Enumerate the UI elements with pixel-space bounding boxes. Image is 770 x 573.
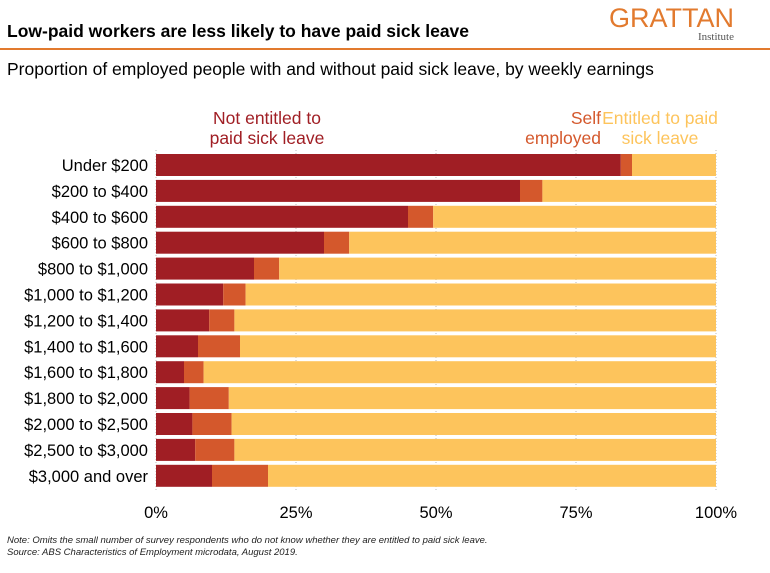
chart-notes: Note: Omits the small number of survey r… <box>7 535 488 558</box>
bar-segment <box>228 387 717 410</box>
x-tick-label: 75% <box>559 504 592 522</box>
x-tick-label: 25% <box>279 504 312 522</box>
bar-segment <box>279 257 716 280</box>
bar-segment <box>520 179 543 202</box>
x-tick-label: 100% <box>695 504 738 522</box>
category-label: $2,500 to $3,000 <box>24 442 148 460</box>
bar-segment <box>231 413 716 435</box>
bar-segment <box>620 154 632 176</box>
bar-segment <box>156 231 324 254</box>
bar-segment <box>212 464 268 487</box>
note-text: Note: Omits the small number of survey r… <box>7 535 488 546</box>
logo-name: GRATTAN <box>609 3 734 33</box>
bar-segment <box>433 205 716 228</box>
bar-segment <box>240 335 716 358</box>
category-label: $600 to $800 <box>52 235 148 253</box>
x-tick-label: 0% <box>144 504 168 522</box>
bar-segment <box>254 257 280 280</box>
category-label: $1,400 to $1,600 <box>24 338 148 356</box>
category-label: $1,800 to $2,000 <box>24 390 148 408</box>
bar-segment <box>203 361 717 384</box>
bar-segment <box>632 154 716 176</box>
header-rule <box>0 48 770 50</box>
bar-segment <box>156 257 254 280</box>
chart-title: Low-paid workers are less likely to have… <box>7 21 470 41</box>
bar-segment <box>184 361 204 384</box>
legend-label: Entitled to paid <box>602 108 718 128</box>
category-label: $2,000 to $2,500 <box>24 416 148 434</box>
bar-segment <box>156 283 224 306</box>
bar-segment <box>156 335 198 358</box>
bar-segment <box>349 231 716 254</box>
logo-sub: Institute <box>697 31 734 43</box>
source-text: Source: ABS Characteristics of Employmen… <box>7 546 298 558</box>
bar-segment <box>189 387 229 410</box>
bar-segment <box>198 335 240 358</box>
legend-label: Not entitled to <box>213 108 321 128</box>
category-label: $3,000 and over <box>29 468 149 486</box>
bar-segment <box>156 154 621 176</box>
chart-subtitle: Proportion of employed people with and w… <box>7 59 654 79</box>
bar-segment <box>268 464 716 487</box>
bar-segment <box>156 309 210 332</box>
bar-segment <box>234 309 716 332</box>
category-label: $200 to $400 <box>52 183 148 201</box>
category-label: Under $200 <box>62 157 148 175</box>
bar-segment <box>209 309 235 332</box>
category-label: $1,600 to $1,800 <box>24 364 148 382</box>
legend-label: sick leave <box>622 128 699 148</box>
bar-segment <box>542 179 716 202</box>
bar-segment <box>156 387 190 410</box>
bar-segment <box>245 283 716 306</box>
bar-segment <box>408 205 434 228</box>
bar-segment <box>156 361 184 384</box>
legend-label: Self <box>571 108 601 128</box>
bar-segment <box>156 464 212 487</box>
bar-segment <box>195 438 235 461</box>
legend-label: paid sick leave <box>210 128 325 148</box>
category-label: $1,200 to $1,400 <box>24 312 148 330</box>
bar-segment <box>156 205 408 228</box>
category-label: $400 to $600 <box>52 209 148 227</box>
bar-segment <box>156 438 196 461</box>
bar-segment <box>223 283 246 306</box>
bar-segment <box>156 179 520 202</box>
bar-segment <box>324 231 350 254</box>
bar-segment <box>192 413 232 435</box>
bar-segment <box>156 413 193 435</box>
x-tick-label: 50% <box>419 504 452 522</box>
bar-segment <box>234 438 716 461</box>
grattan-logo: GRATTAN Institute <box>609 4 734 43</box>
category-label: $1,000 to $1,200 <box>24 287 148 305</box>
legend-label: employed <box>525 128 601 148</box>
category-label: $800 to $1,000 <box>38 261 148 279</box>
